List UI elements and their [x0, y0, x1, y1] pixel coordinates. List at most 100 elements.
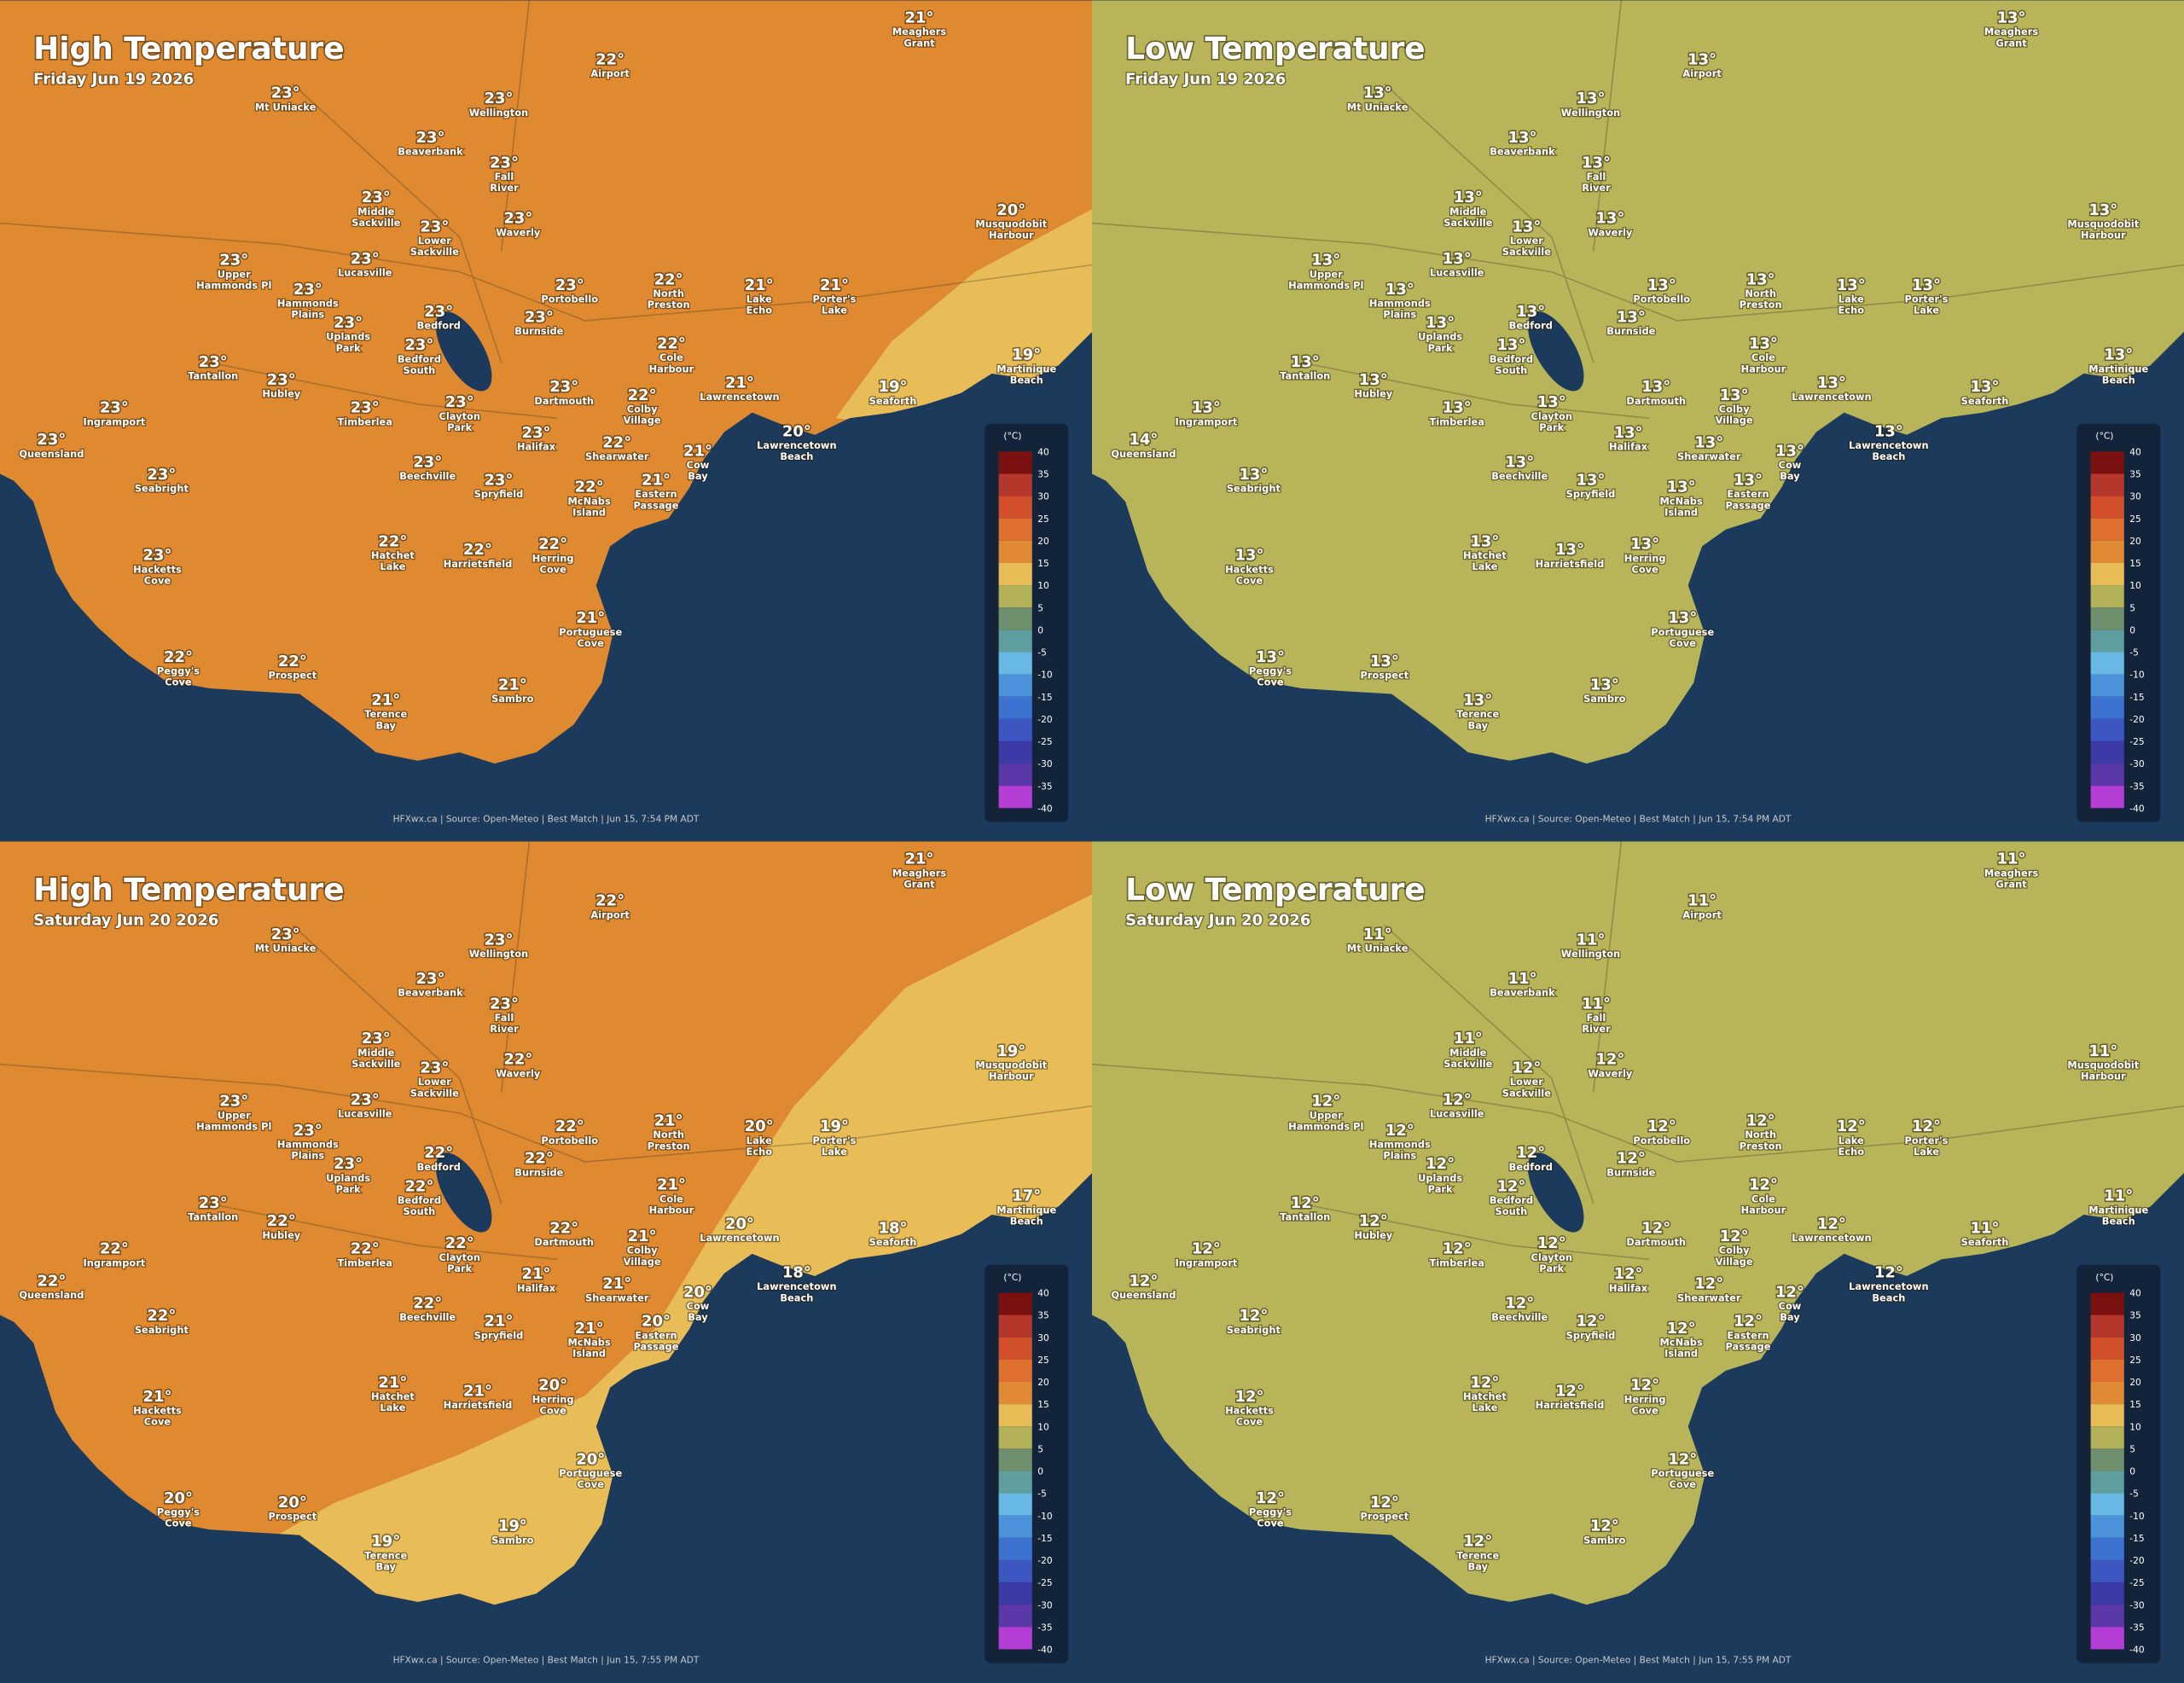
place-temp: 13° — [1912, 276, 1941, 294]
place-name: Lucasville — [1430, 267, 1484, 279]
place-name: Colby — [1719, 1245, 1750, 1256]
legend-swatch — [2090, 585, 2124, 608]
legend-swatch — [998, 786, 1032, 809]
place-temp: 19° — [371, 1533, 400, 1551]
place-temp: 11° — [1508, 970, 1537, 988]
place-name: Bedford — [417, 320, 461, 332]
place-name: Colby — [627, 1245, 658, 1256]
place-name: Seaforth — [1961, 395, 2009, 407]
place-name: Lake — [1472, 1402, 1497, 1413]
place-name: Uplands — [1418, 1172, 1462, 1184]
legend-swatch — [2090, 607, 2124, 630]
place-name: Colby — [627, 403, 658, 415]
place-temp: 21° — [657, 1176, 686, 1194]
place-temp: 12° — [1668, 1450, 1697, 1468]
place-temp: 18° — [879, 1219, 908, 1237]
place-name: Eastern — [635, 488, 677, 500]
legend-tick: 30 — [1037, 491, 1049, 502]
place-temp: 22° — [424, 1144, 453, 1162]
place-name: Halifax — [517, 1282, 556, 1294]
place-name: River — [1582, 182, 1611, 194]
place-temp: 12° — [1630, 1377, 1659, 1395]
place-name: Beach — [1010, 1215, 1043, 1227]
place-name: Queensland — [1111, 1289, 1176, 1301]
place-name: Queensland — [1111, 448, 1176, 460]
place-name: Uplands — [326, 1172, 370, 1184]
place-temp: 22° — [525, 1150, 554, 1168]
place-name: Cove — [144, 1416, 171, 1428]
place-name: Clayton — [439, 410, 480, 422]
place-name: Seabright — [135, 1324, 189, 1336]
legend-swatch — [2090, 1292, 2124, 1315]
place-temp: 12° — [1516, 1144, 1545, 1162]
place-temp: 22° — [503, 1051, 532, 1069]
place-temp: 22° — [657, 335, 686, 353]
place-name: Porter's — [1904, 1135, 1948, 1146]
place-temp: 21° — [683, 442, 712, 460]
place-name: Beechville — [399, 470, 456, 482]
place-name: Beach — [2102, 1215, 2135, 1227]
legend-tick: -5 — [1037, 647, 1047, 659]
place-name: Plains — [1383, 1150, 1416, 1162]
place-name: Upper — [218, 268, 251, 280]
place-name: Waverly — [496, 226, 541, 238]
place-name: Harrietsfield — [1536, 1399, 1605, 1411]
map-panel: Low Temperature Saturday Jun 20 2026 HFXwx… — [1092, 841, 2184, 1683]
place-name: North — [653, 1129, 684, 1140]
place-name: Preston — [1740, 1140, 1782, 1152]
place-name: Cow — [687, 459, 710, 471]
place-name: Grant — [1995, 878, 2027, 890]
place-temp: 12° — [1426, 1155, 1455, 1173]
place-temp: 13° — [1667, 479, 1696, 496]
place-name: Cove — [165, 1518, 192, 1529]
place-name: Tantallon — [188, 369, 238, 381]
place-temp: 13° — [1311, 252, 1340, 270]
place-name: Hammonds — [277, 1139, 339, 1151]
place-name: Herring — [1624, 1393, 1666, 1405]
place-temp: 12° — [1496, 1177, 1525, 1195]
map-panel: High Temperature Friday Jun 19 2026 HFXwx.… — [0, 0, 1092, 842]
place-temp: 12° — [1595, 1051, 1624, 1069]
place-name: Halifax — [1609, 1282, 1648, 1294]
place-name: Lake — [822, 1146, 847, 1158]
bedford-basin — [435, 311, 492, 392]
legend-tick: -30 — [1037, 1599, 1053, 1610]
legend: (°C) 40 35 30 25 20 15 10 5 0 -5 -10 -15 -20 -25 -30 -35… — [985, 423, 1069, 822]
place-name: Wellington — [1561, 948, 1620, 960]
place-name: Sambro — [1583, 693, 1626, 705]
place-temp: 23° — [362, 189, 391, 206]
legend-swatch — [998, 674, 1032, 697]
place-name: Airport — [1682, 67, 1722, 79]
place-name: Uplands — [1418, 331, 1462, 343]
place-temp: 13° — [1537, 393, 1566, 411]
place-name: Park — [336, 1183, 361, 1195]
place-temp: 23° — [143, 547, 172, 565]
place-name: Lawrencetown — [757, 1280, 836, 1292]
place-temp: 22° — [595, 892, 624, 910]
legend-tick: 10 — [1037, 1421, 1049, 1432]
legend-swatch — [998, 540, 1032, 563]
place-temp: 19° — [498, 1518, 527, 1535]
place-name: Lake — [380, 560, 405, 572]
place-name: Cove — [539, 563, 566, 575]
place-name: Eastern — [1727, 1329, 1769, 1341]
place-temp: 21° — [485, 1313, 514, 1331]
place-temp: 22° — [413, 1294, 442, 1312]
place-name: Bedford — [398, 1194, 441, 1206]
place-name: Park — [447, 1262, 472, 1274]
place-temp: 13° — [1505, 453, 1534, 471]
place-name: Airport — [1682, 908, 1722, 920]
legend-swatch — [2090, 1515, 2124, 1538]
legend-tick: -20 — [2129, 714, 2145, 725]
place-temp: 19° — [820, 1117, 849, 1135]
place-name: Harbour — [1741, 363, 1786, 374]
legend-tick: 15 — [2129, 558, 2141, 569]
place-temp: 13° — [1874, 422, 1903, 440]
legend-swatch — [998, 1605, 1032, 1628]
legend-tick: 35 — [2129, 1310, 2141, 1321]
place-name: Cole — [1751, 351, 1775, 363]
place-name: Meaghers — [892, 26, 946, 38]
place-temp: 13° — [1997, 9, 2026, 27]
place-name: Mt Uniacke — [1347, 942, 1409, 954]
place-name: Musquodobit — [2067, 1059, 2139, 1071]
